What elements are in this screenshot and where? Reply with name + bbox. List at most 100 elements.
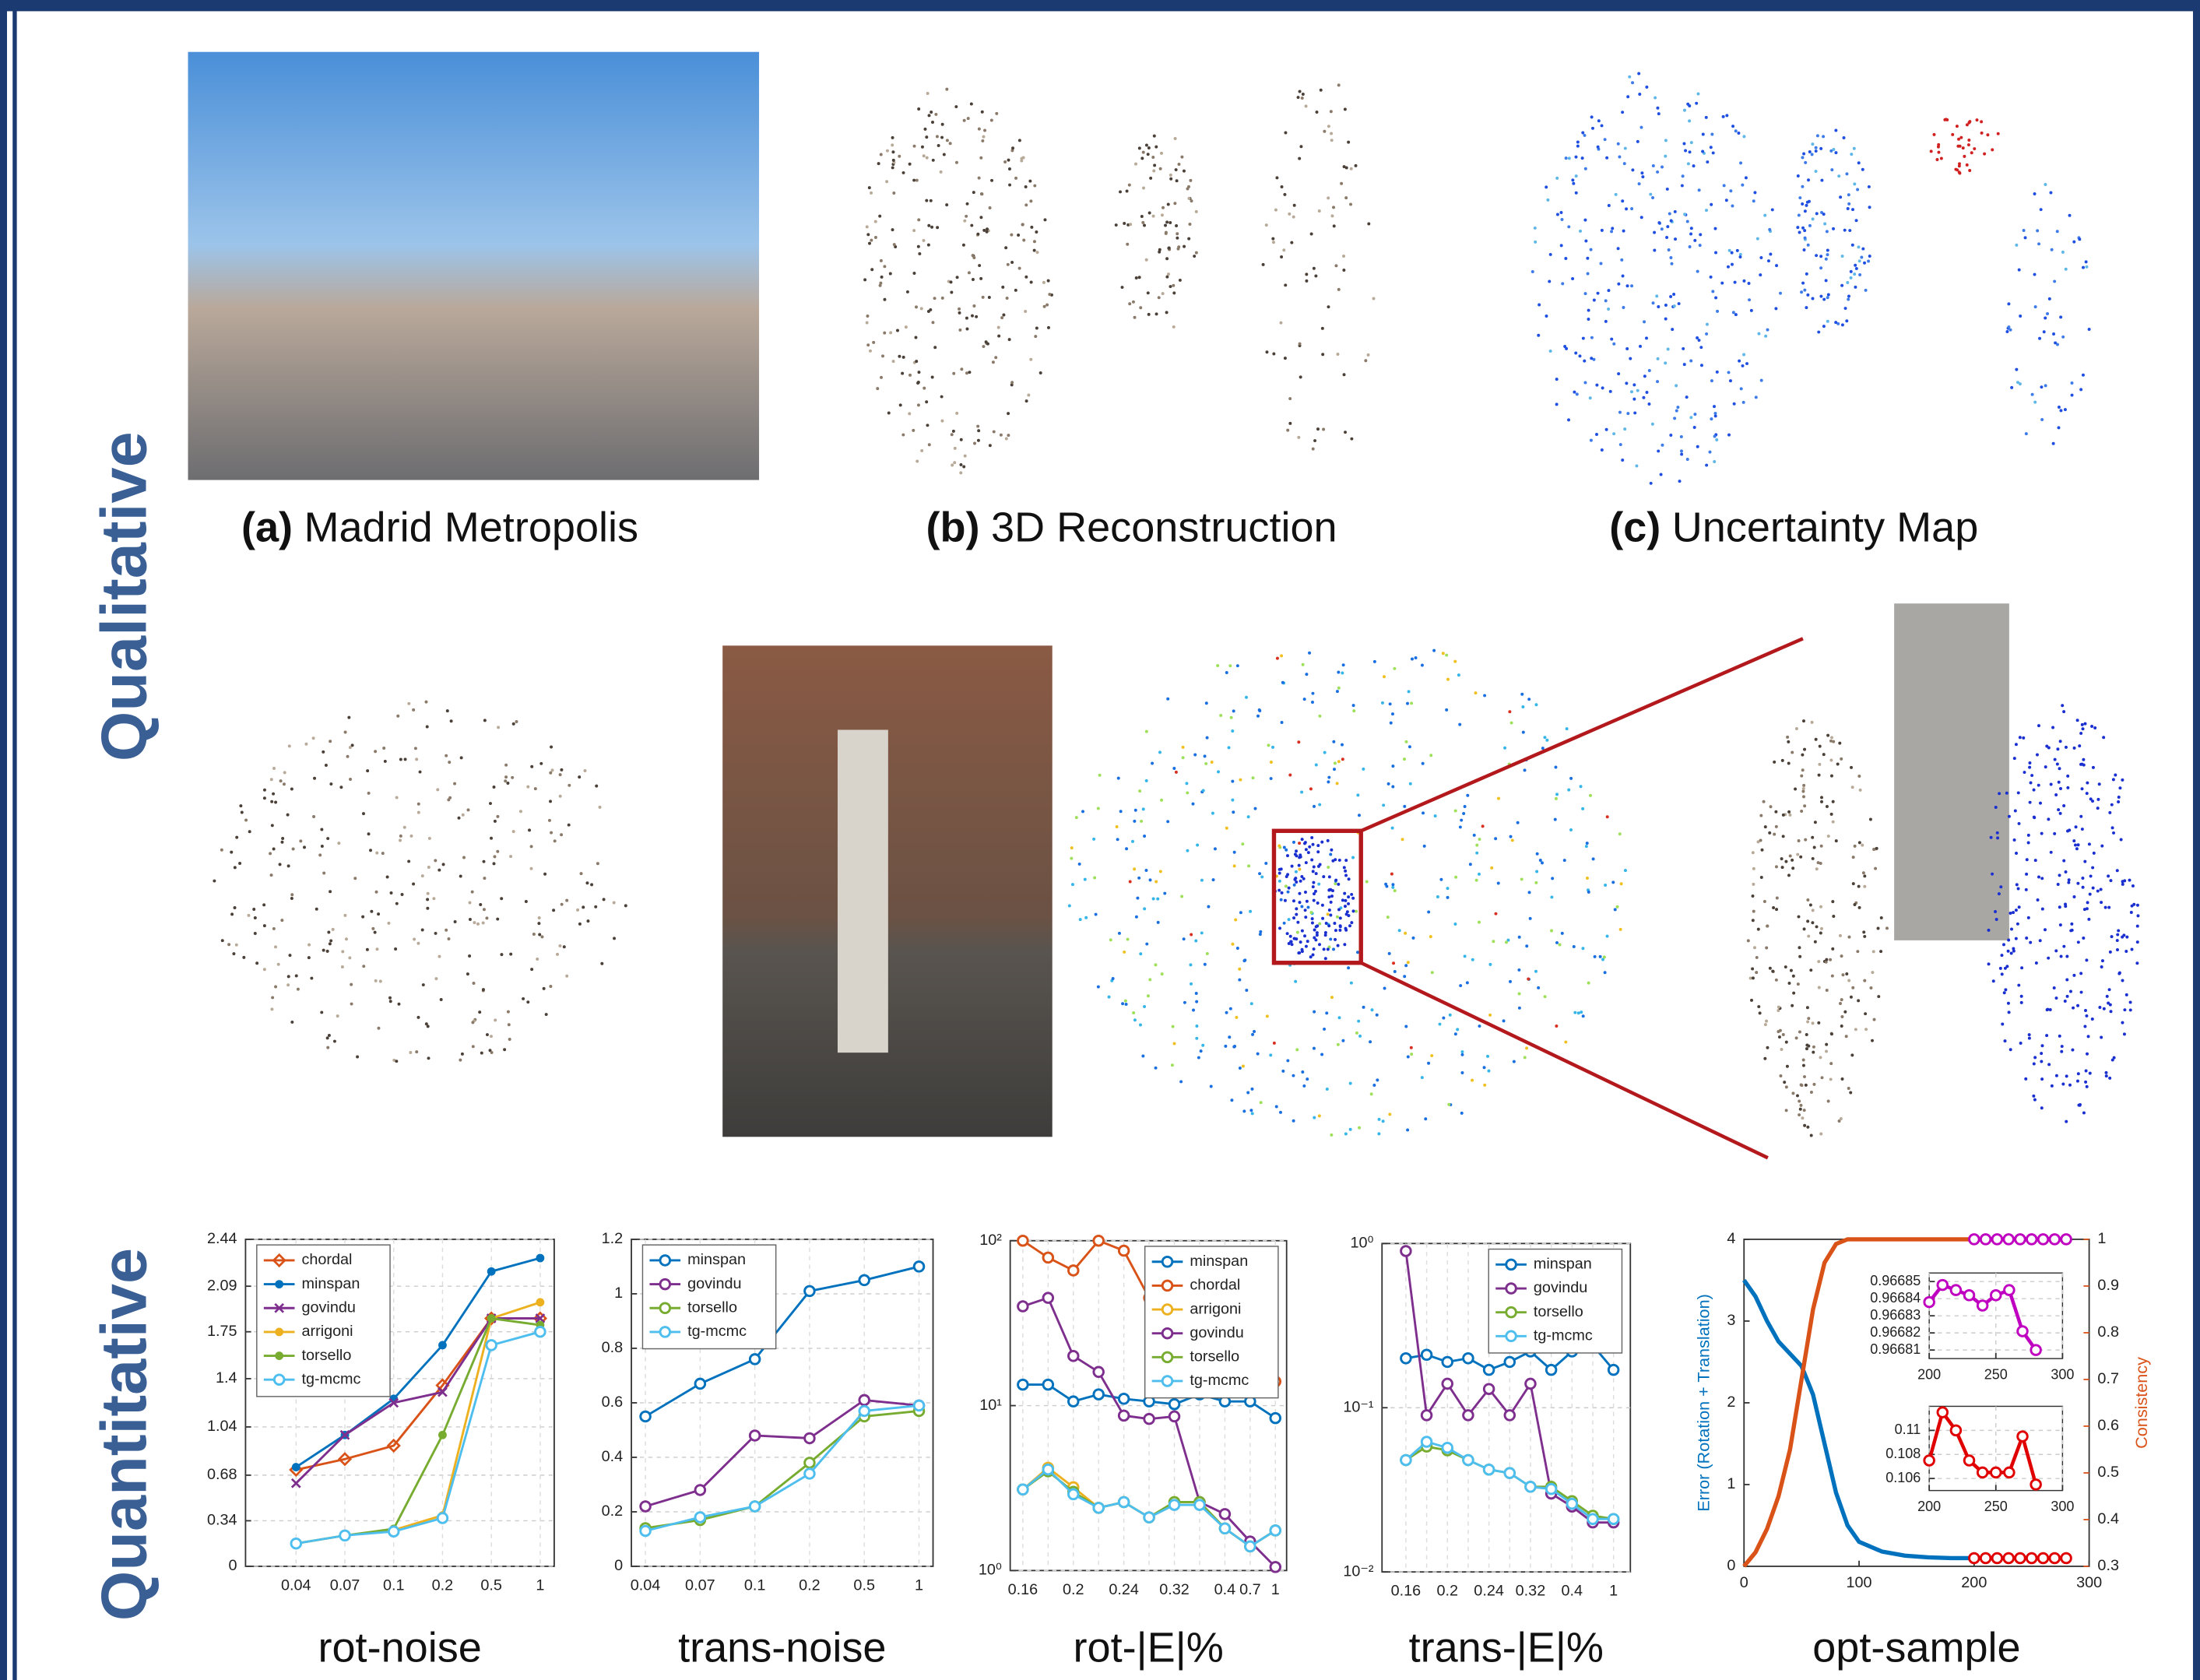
cloud-point [1555, 176, 1559, 180]
cloud-point [1272, 1041, 1276, 1045]
cloud-point [1587, 318, 1590, 322]
cloud-point [385, 875, 389, 879]
cloud-point [1195, 1036, 1199, 1040]
cloud-point [1355, 1031, 1358, 1035]
y-tick-label: 4 [1727, 1230, 1735, 1247]
cloud-point [1638, 92, 1642, 96]
marker [1505, 1282, 1517, 1295]
cloud-point [412, 708, 416, 712]
cloud-point [286, 864, 290, 868]
cloud-point [1004, 246, 1008, 250]
cloud-point [432, 897, 436, 901]
cloud-point [1755, 237, 1759, 241]
cloud-point [922, 154, 926, 158]
cloud-point [1764, 334, 1768, 338]
cloud-point [1752, 866, 1755, 870]
cloud-point [1148, 878, 1152, 882]
cloud-point [1251, 1032, 1255, 1036]
cloud-point [2117, 971, 2121, 975]
cloud-point [2116, 933, 2120, 937]
marker [694, 1511, 707, 1524]
cloud-point [1199, 1049, 1203, 1053]
cloud-point [1308, 845, 1312, 849]
cloud-point [1780, 758, 1784, 762]
cloud-point [1755, 971, 1759, 975]
cloud-point [1458, 825, 1462, 829]
cloud-point [1796, 226, 1800, 230]
cloud-point [951, 463, 954, 467]
cloud-point [1289, 940, 1293, 944]
cloud-point [1673, 416, 1677, 420]
cloud-point [1313, 439, 1317, 443]
cloud-point [1537, 333, 1541, 337]
cloud-point [865, 321, 869, 325]
cloud-point [1288, 421, 1292, 425]
cloud-point [2040, 418, 2044, 421]
cloud-point [1138, 789, 1142, 793]
cloud-point [1847, 193, 1850, 197]
cloud-point [416, 941, 420, 945]
cloud-point [1680, 452, 1684, 456]
marker [1963, 1454, 1976, 1467]
cloud-point [2014, 909, 2018, 912]
cloud-point [1626, 95, 1630, 99]
cloud-point [366, 769, 370, 773]
cloud-point [1166, 697, 1170, 701]
cloud-point [1217, 770, 1221, 774]
cloud-point [1798, 230, 1801, 234]
cloud-point [1478, 1025, 1481, 1028]
caption-text: Uncertainty Map [1672, 504, 1979, 551]
cloud-point [1628, 75, 1632, 79]
cloud-point [1739, 161, 1743, 165]
cloud-point [1763, 1056, 1767, 1060]
cloud-point [2063, 408, 2067, 412]
cloud-point [1367, 222, 1371, 226]
cloud-point [1294, 979, 1298, 983]
cloud-point [1046, 325, 1050, 329]
cloud-point [418, 770, 422, 774]
cloud-point [945, 139, 949, 142]
cloud-point [272, 847, 276, 851]
cloud-point [1840, 1014, 1844, 1018]
cloud-point [2112, 831, 2116, 835]
cloud-point [1846, 281, 1850, 285]
cloud-point [1298, 156, 1302, 160]
cloud-point [1151, 156, 1155, 159]
cloud-point [240, 810, 244, 814]
marker [2037, 1552, 2050, 1565]
cloud-point [416, 810, 420, 814]
cloud-point [1832, 227, 1836, 230]
marker [1092, 1502, 1105, 1514]
cloud-point [968, 371, 972, 374]
cloud-point [965, 327, 969, 331]
cloud-point [445, 754, 448, 757]
cloud-point [478, 1010, 482, 1014]
cloud-point [394, 947, 398, 951]
cloud-point [1287, 886, 1291, 890]
y-axis-label: Error (Rotation + Translation) [1694, 1294, 1713, 1511]
legend-label: torsello [1534, 1303, 1583, 1320]
cloud-point [1249, 909, 1253, 913]
cloud-point [1811, 909, 1815, 912]
cloud-point [1805, 272, 1808, 276]
cloud-point [2027, 1033, 2031, 1037]
cloud-point [1621, 111, 1625, 114]
cloud-point [2033, 1056, 2037, 1060]
cloud-point [1393, 889, 1397, 893]
cloud-point [1621, 274, 1625, 278]
cloud-point [1081, 810, 1084, 814]
cloud-point [1277, 871, 1281, 875]
cloud-point [873, 236, 877, 240]
cloud-point [1840, 283, 1844, 287]
cloud-point [1096, 985, 1100, 989]
cloud-point [2075, 847, 2079, 851]
cloud-point [1290, 241, 1294, 244]
x-tick-label: 0.04 [631, 1576, 661, 1594]
series-line [645, 1404, 919, 1532]
cloud-point [1148, 978, 1152, 982]
cloud-point [1932, 132, 1936, 136]
marker [659, 1302, 672, 1314]
cloud-point [2036, 898, 2040, 902]
cloud-point [383, 759, 387, 763]
cloud-point [1190, 933, 1193, 937]
